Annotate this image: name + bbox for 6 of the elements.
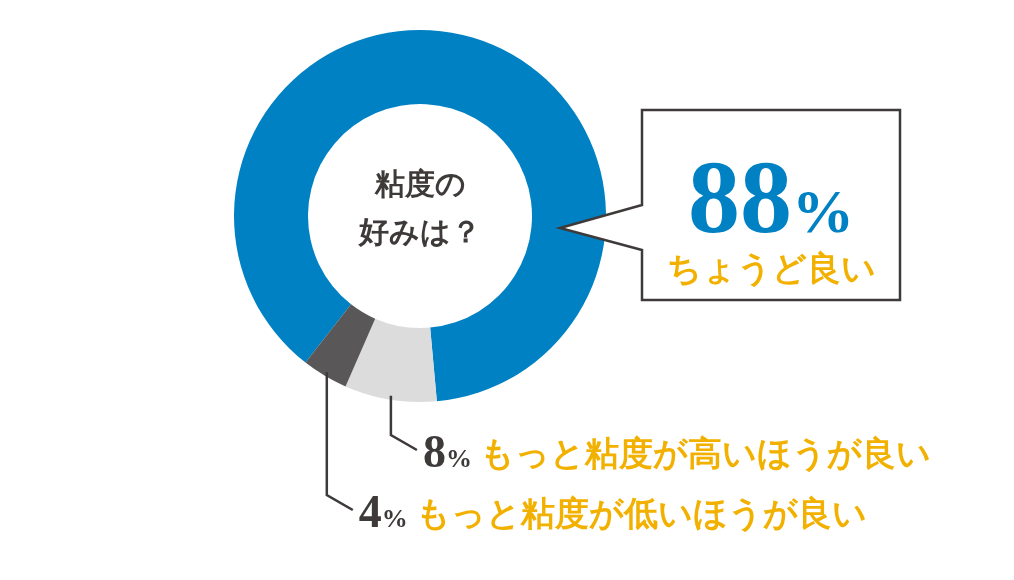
text: 粘度の好みは？ [358, 167, 481, 248]
slice-label: もっと粘度が高いほうが良い [479, 434, 931, 473]
slice-label: もっと粘度が低いほうが良い [415, 494, 867, 533]
data-label: 4% [358, 486, 408, 537]
data-label: 8% [422, 426, 472, 477]
slice-label: ちょうど良い [666, 249, 876, 288]
